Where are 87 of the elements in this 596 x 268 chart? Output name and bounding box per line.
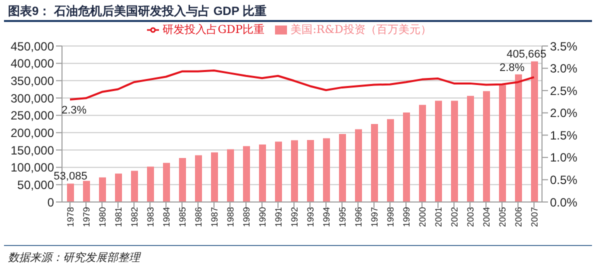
- y-tick-label: 300,000: [10, 91, 54, 106]
- y2-tick-label: 2.5%: [550, 84, 578, 98]
- data-label: 2.8%: [499, 62, 525, 74]
- x-tick-label: 2002: [449, 207, 460, 228]
- x-tick-label: 1983: [145, 207, 156, 228]
- x-tick-label: 1990: [257, 207, 268, 228]
- bar: [147, 166, 154, 202]
- x-tick-label: 1992: [289, 207, 300, 228]
- bar: [355, 129, 362, 202]
- y-tick-label: 100,000: [10, 160, 54, 175]
- x-tick-label: 1987: [209, 207, 220, 228]
- bar: [323, 138, 330, 202]
- bar: [483, 91, 490, 202]
- bar: [339, 134, 346, 202]
- x-tick-label: 2001: [433, 207, 444, 228]
- x-tick-label: 1991: [273, 207, 284, 228]
- chart-title: 图表9： 石油危机后美国研发投入与占 GDP 比重: [8, 3, 266, 20]
- y-tick-label: 0: [47, 195, 54, 210]
- bar: [259, 144, 266, 202]
- x-tick-label: 1995: [337, 207, 348, 228]
- data-label: 53,085: [54, 170, 88, 183]
- x-tick-label: 1989: [241, 207, 252, 228]
- data-label: 405,665: [506, 48, 546, 60]
- y-tick-label: 400,000: [10, 56, 54, 71]
- x-tick-label: 1998: [385, 207, 396, 228]
- x-tick-label: 1979: [81, 207, 92, 228]
- legend-label: 美国:R&D投资（百万美元）: [290, 23, 432, 36]
- bar: [291, 140, 298, 202]
- x-tick-label: 1988: [225, 207, 236, 228]
- y-tick-label: 150,000: [10, 143, 54, 158]
- bar: [211, 152, 218, 202]
- line-series: [69, 70, 535, 100]
- source-note: 数据来源：研究发展部整理: [8, 250, 140, 265]
- x-tick-label: 1997: [369, 207, 380, 228]
- bar: [451, 100, 458, 202]
- bar: [467, 96, 474, 202]
- x-tick-label: 1980: [97, 207, 108, 228]
- y2-tick-label: 0.0%: [550, 195, 578, 210]
- bar: [515, 74, 522, 202]
- legend-label: 研发投入占GDP比重: [162, 23, 265, 36]
- bar: [163, 162, 170, 202]
- y2-tick-label: 3.0%: [550, 62, 578, 76]
- x-tick-label: 1993: [305, 207, 316, 228]
- y2-tick-label: 3.5%: [550, 39, 578, 54]
- bar: [419, 104, 426, 202]
- x-tick-label: 1985: [177, 207, 188, 228]
- x-tick-label: 2005: [497, 207, 508, 228]
- bar: [99, 177, 106, 202]
- x-tick-label: 2000: [417, 207, 428, 228]
- bar: [115, 174, 122, 202]
- bar: [435, 100, 442, 202]
- x-tick-label: 1994: [321, 207, 332, 228]
- bar: [371, 124, 378, 202]
- x-tick-label: 1986: [193, 207, 204, 228]
- bar: [275, 142, 282, 202]
- bar: [195, 155, 202, 202]
- y2-tick-label: 1.5%: [550, 128, 578, 142]
- bar: [131, 170, 138, 202]
- y-tick-label: 450,000: [10, 39, 54, 54]
- bar: [67, 184, 74, 202]
- y-tick-label: 200,000: [10, 126, 54, 140]
- x-tick-label: 1999: [401, 207, 412, 228]
- y2-tick-label: 0.5%: [550, 172, 578, 187]
- y-tick-label: 50,000: [17, 178, 54, 192]
- x-tick-label: 1981: [113, 207, 124, 228]
- y-tick-label: 350,000: [10, 74, 54, 88]
- x-tick-label: 2007: [529, 207, 540, 228]
- bar: [83, 180, 90, 202]
- bar: [307, 140, 314, 202]
- bar: [227, 149, 234, 202]
- bar: [531, 61, 538, 202]
- x-tick-label: 1996: [353, 207, 364, 228]
- bar: [243, 146, 250, 202]
- x-tick-label: 1978: [65, 207, 76, 228]
- y2-tick-label: 2.0%: [550, 106, 578, 120]
- x-tick-label: 2003: [465, 207, 476, 228]
- bar: [499, 85, 506, 202]
- y2-tick-label: 1.0%: [550, 150, 578, 165]
- x-tick-label: 2006: [513, 207, 524, 228]
- data-label: 2.3%: [61, 104, 87, 116]
- x-tick-label: 2004: [481, 207, 492, 228]
- y-tick-label: 250,000: [10, 108, 54, 123]
- bar: [179, 158, 186, 202]
- bar: [387, 119, 394, 202]
- x-tick-label: 1984: [161, 207, 172, 228]
- bar: [403, 112, 410, 202]
- x-tick-label: 1982: [129, 207, 140, 228]
